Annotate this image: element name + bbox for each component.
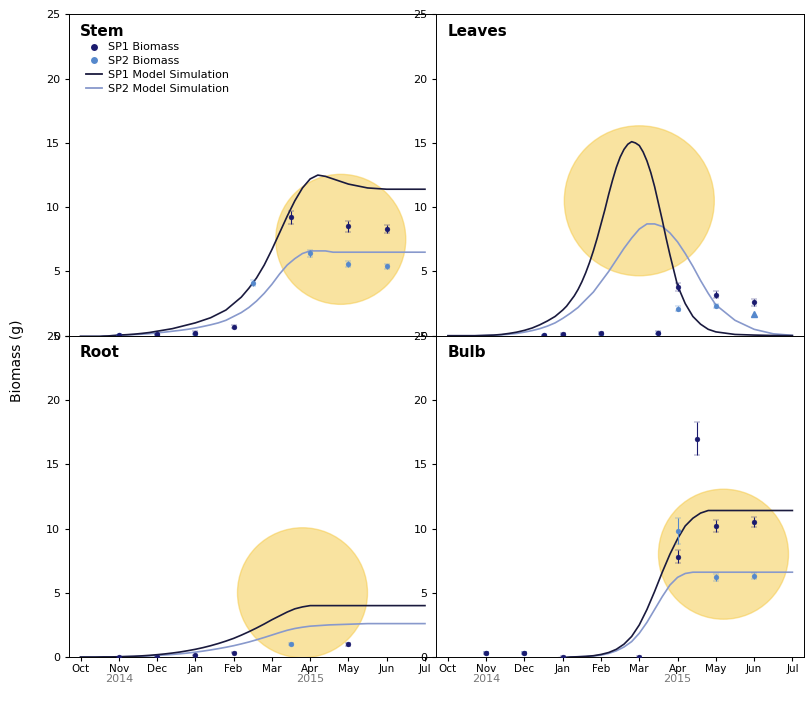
Ellipse shape (276, 174, 406, 305)
Text: Leaves: Leaves (447, 24, 507, 39)
Text: Root: Root (80, 345, 120, 360)
Legend: SP1 Biomass, SP2 Biomass, SP1 Model Simulation, SP2 Model Simulation: SP1 Biomass, SP2 Biomass, SP1 Model Simu… (85, 43, 229, 94)
Text: 2014: 2014 (471, 674, 500, 684)
Ellipse shape (564, 126, 714, 276)
Ellipse shape (237, 528, 367, 658)
Text: Stem: Stem (80, 24, 125, 39)
Ellipse shape (658, 490, 787, 619)
Text: 2014: 2014 (105, 674, 133, 684)
Text: Bulb: Bulb (447, 345, 485, 360)
Text: Biomass (g): Biomass (g) (10, 320, 24, 402)
Text: 2015: 2015 (663, 674, 691, 684)
Text: 2015: 2015 (296, 674, 324, 684)
